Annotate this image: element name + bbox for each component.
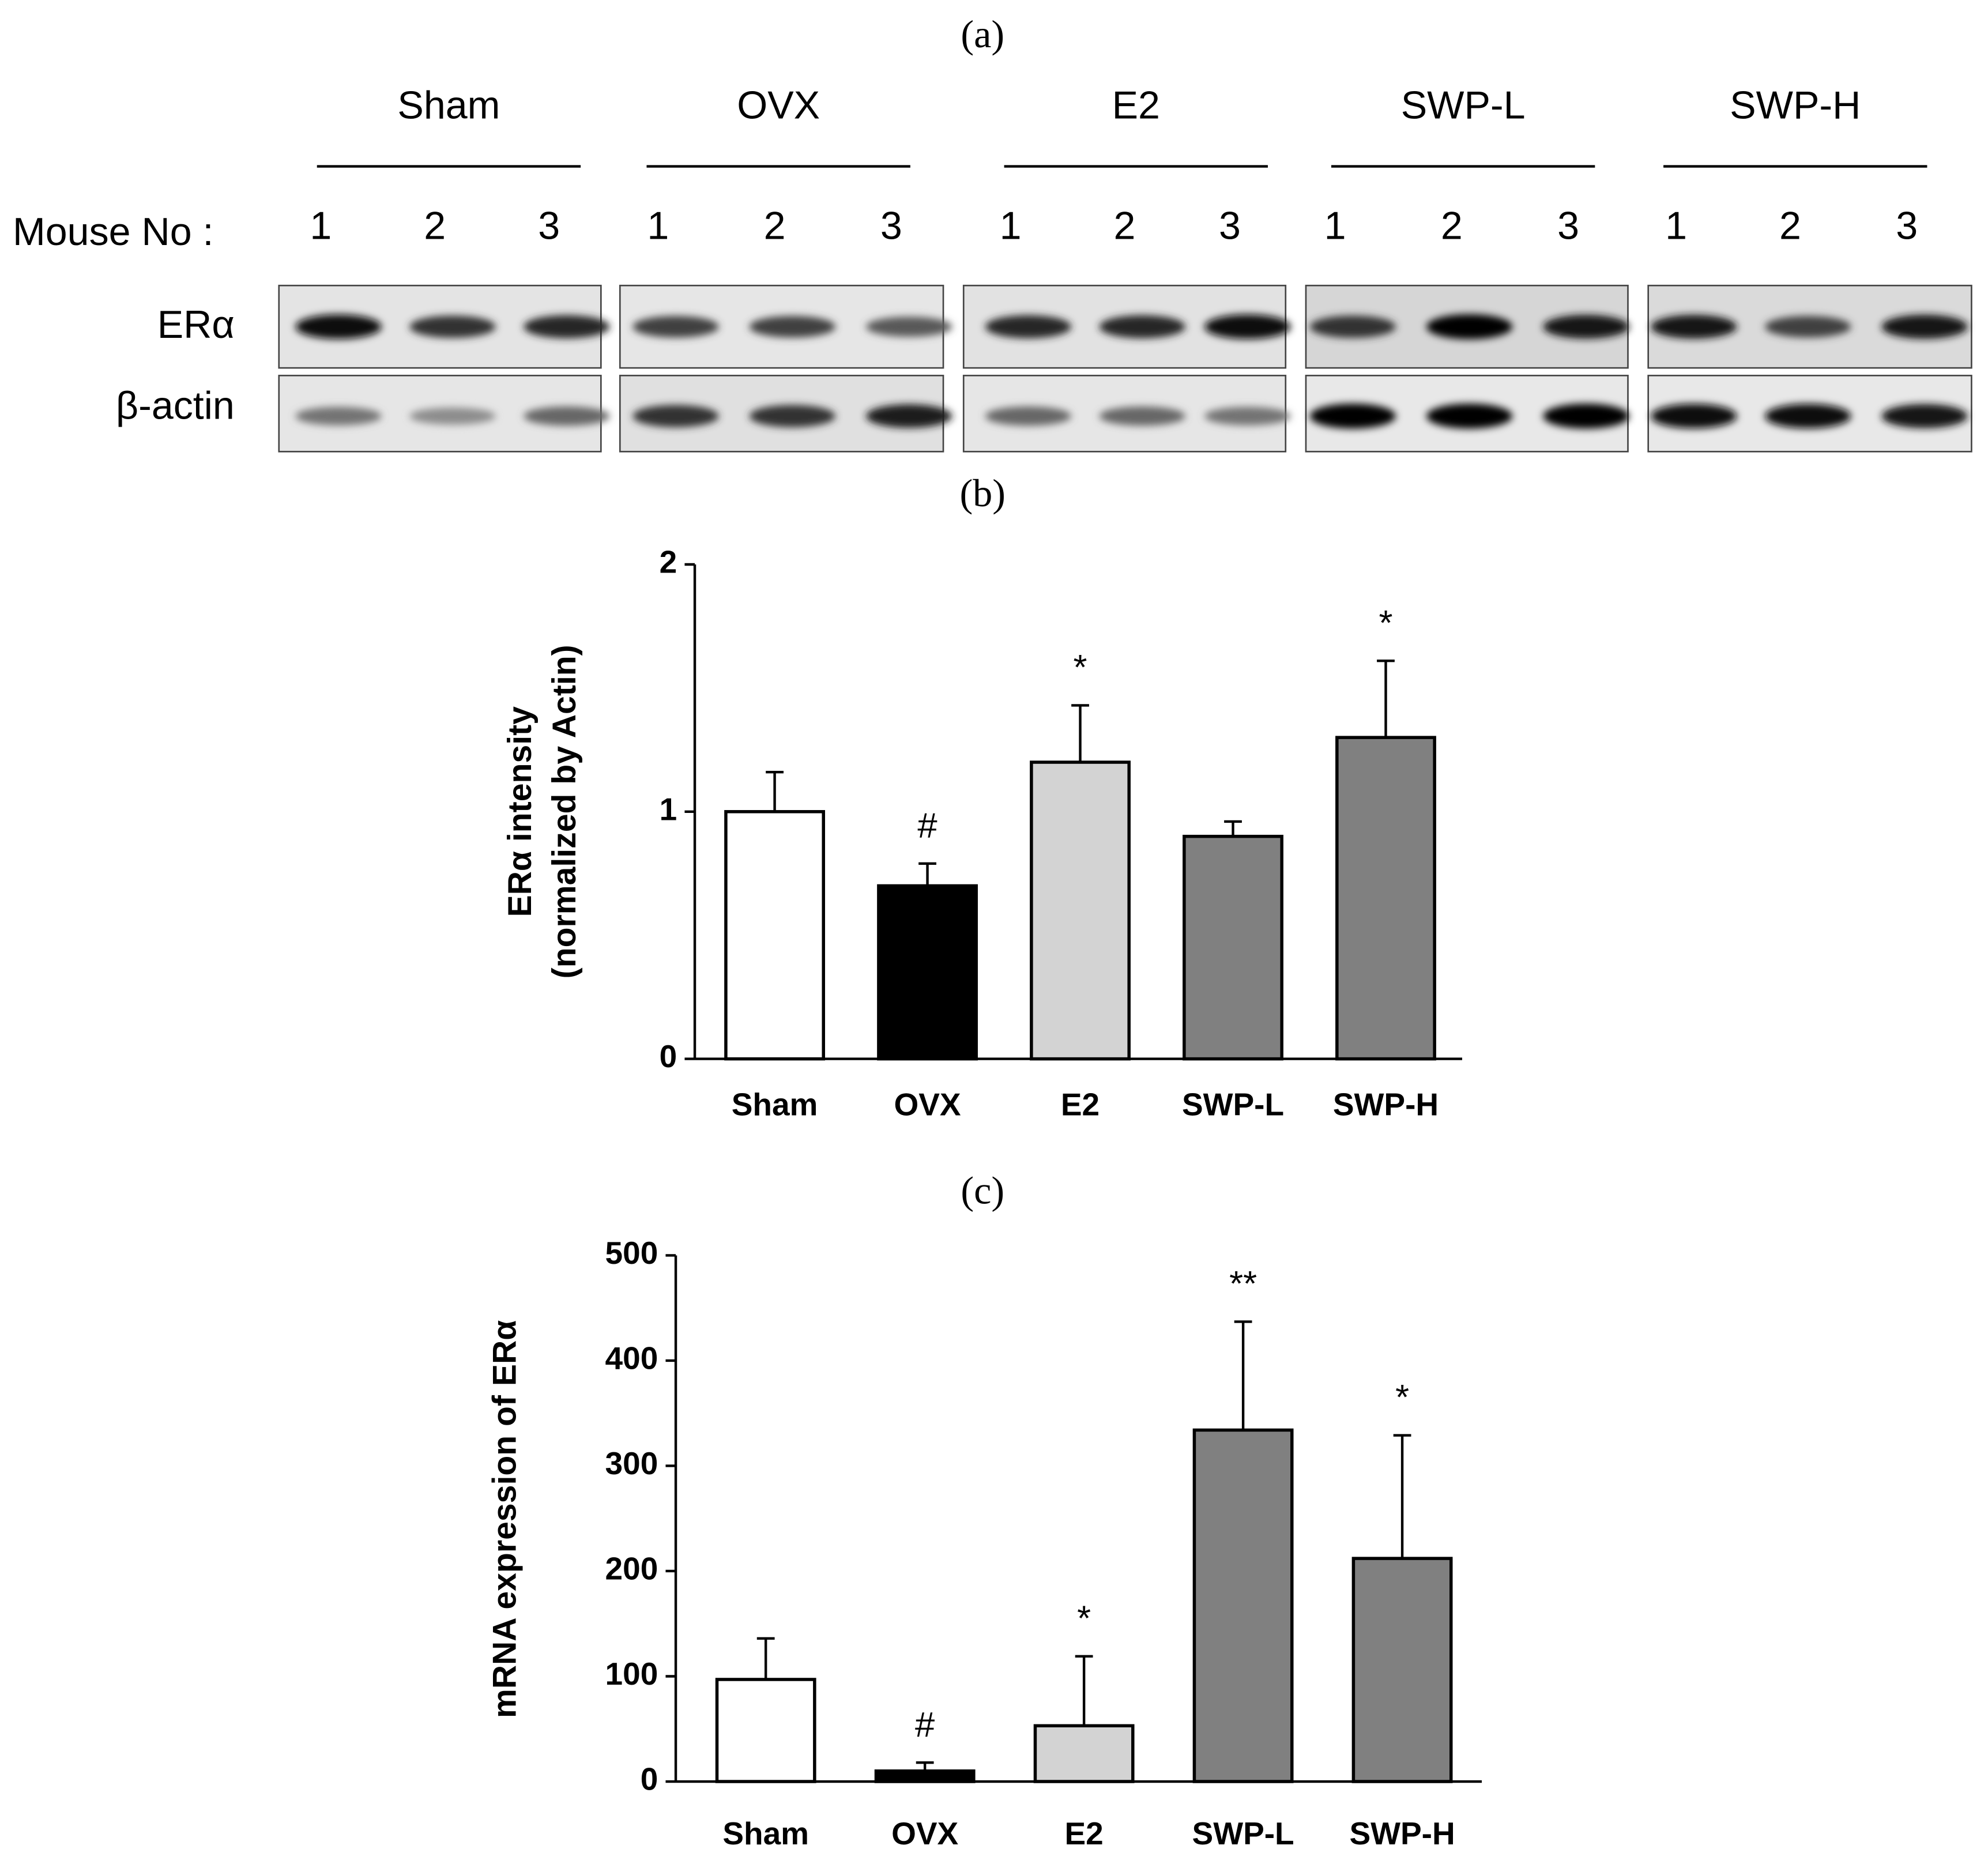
x-tick-label: SWP-H (1333, 1087, 1439, 1123)
row-label: β-actin (116, 384, 235, 428)
x-tick-label: E2 (1065, 1816, 1104, 1851)
blot-band (1764, 404, 1851, 429)
blot-band (295, 406, 382, 425)
group-label: Sham (397, 83, 500, 127)
lane-number: 3 (880, 204, 902, 247)
bar (1192, 1428, 1294, 1783)
blot-band (1099, 406, 1186, 426)
mouse-label: Mouse No : (13, 210, 214, 254)
blot-band (1204, 314, 1291, 340)
annotation: # (917, 806, 937, 846)
y-axis-title: (normalized by Actin) (546, 645, 583, 978)
row-label: ERα (157, 303, 235, 347)
y-tick-label: 2 (660, 544, 677, 580)
lane-number: 2 (1441, 204, 1463, 247)
blot-band (1881, 404, 1968, 428)
blot-band (1764, 315, 1851, 338)
bar (1033, 1724, 1135, 1783)
lane-number: 2 (424, 204, 446, 247)
lane-number: 1 (310, 204, 332, 247)
annotation: # (915, 1705, 935, 1745)
lane-number: 3 (1219, 204, 1241, 247)
blot-band (865, 404, 952, 428)
y-tick-label: 100 (605, 1656, 658, 1692)
annotation: * (1074, 647, 1087, 687)
y-tick-label: 200 (605, 1551, 658, 1587)
blot-band (295, 314, 382, 340)
blot-band (1099, 315, 1186, 338)
group-label: E2 (1112, 83, 1160, 127)
blot-band (1426, 314, 1513, 340)
y-tick-label: 1 (660, 791, 677, 827)
bar (1351, 1557, 1453, 1783)
x-tick-label: OVX (894, 1087, 961, 1123)
y-tick-label: 300 (605, 1445, 658, 1481)
blot-band (409, 315, 496, 338)
bar (1335, 736, 1436, 1061)
blot-band (1204, 406, 1291, 425)
lane-number: 1 (647, 204, 669, 247)
x-tick-label: Sham (732, 1087, 818, 1123)
group-label: SWP-H (1730, 83, 1861, 127)
blot-band (985, 406, 1072, 426)
x-tick-label: SWP-H (1349, 1816, 1455, 1851)
y-tick-label: 500 (605, 1235, 658, 1271)
lane-number: 3 (1896, 204, 1918, 247)
bar (1183, 834, 1283, 1061)
blot-band (1309, 315, 1396, 338)
y-tick-label: 400 (605, 1340, 658, 1376)
annotation: * (1379, 603, 1393, 643)
bar (715, 1678, 816, 1783)
blot-band (1426, 403, 1513, 429)
y-tick-label: 0 (641, 1761, 658, 1797)
x-tick-label: E2 (1061, 1087, 1100, 1123)
y-tick-label: 0 (660, 1038, 677, 1074)
blot-band (632, 315, 719, 338)
x-tick-label: OVX (891, 1816, 958, 1851)
lane-number: 2 (1114, 204, 1136, 247)
lane-number: 1 (1665, 204, 1687, 247)
blot-band (1309, 403, 1396, 429)
blot-band (409, 407, 496, 425)
x-tick-label: SWP-L (1192, 1816, 1294, 1851)
y-axis-title: mRNA expression of ERα (487, 1320, 524, 1718)
blot-band (749, 405, 836, 428)
lane-number: 1 (1000, 204, 1022, 247)
group-label: SWP-L (1401, 83, 1526, 127)
blot-band (1881, 314, 1968, 339)
blot-band (632, 405, 719, 428)
lane-number: 3 (538, 204, 560, 247)
lane-number: 2 (764, 204, 786, 247)
lane-number: 3 (1557, 204, 1579, 247)
blot-band (749, 315, 836, 338)
x-tick-label: Sham (722, 1816, 809, 1851)
panel-label: (a) (961, 12, 1004, 56)
chart-title: (c) (961, 1169, 1004, 1212)
y-axis-title: ERα intensity (502, 706, 539, 917)
group-label: OVX (737, 83, 820, 127)
bar (877, 884, 978, 1061)
chart-title: (b) (959, 471, 1005, 515)
blot-band (1651, 315, 1737, 339)
bar (724, 810, 825, 1061)
lane-number: 2 (1779, 204, 1801, 247)
blot-band (865, 317, 952, 337)
x-tick-label: SWP-L (1182, 1087, 1284, 1123)
bar (1030, 760, 1131, 1061)
blot-band (524, 406, 610, 426)
annotation: ** (1229, 1264, 1257, 1304)
annotation: * (1395, 1377, 1409, 1417)
blot-band (1543, 315, 1629, 339)
bar (874, 1769, 976, 1783)
annotation: * (1077, 1599, 1091, 1639)
lane-number: 1 (1324, 204, 1346, 247)
blot-band (524, 315, 610, 338)
blot-band (1651, 404, 1737, 429)
blot-band (985, 315, 1072, 338)
blot-band (1543, 403, 1629, 429)
